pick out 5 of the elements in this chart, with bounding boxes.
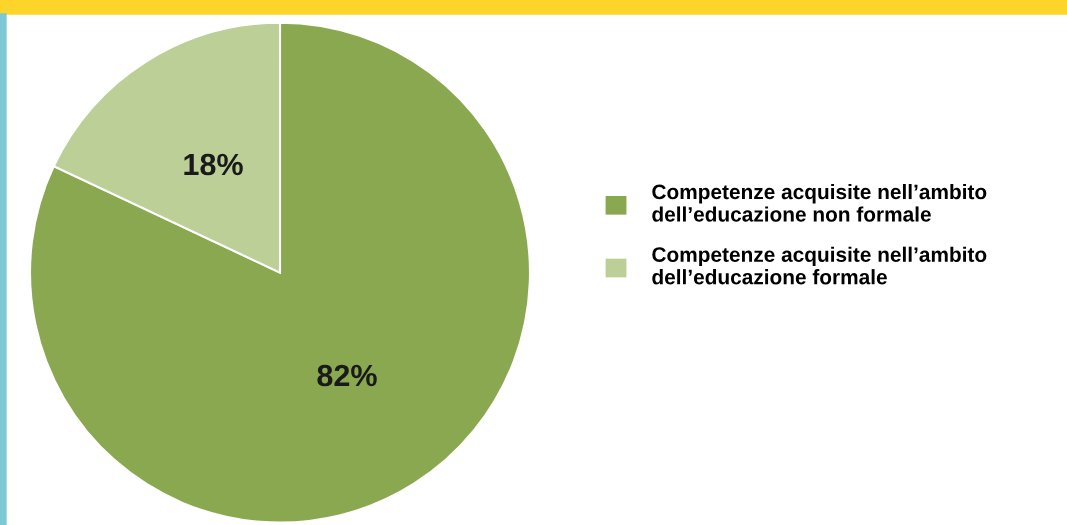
data-label: 82%	[317, 364, 377, 387]
pie-slice	[28, 21, 532, 524]
data-label: 18%	[184, 153, 243, 176]
legend-label: Competenze acquisite nell’ambito dell’educazione non formale	[652, 183, 987, 222]
legend-label: Competenze acquisite nell’ambito dell’educazione formale	[652, 246, 987, 285]
